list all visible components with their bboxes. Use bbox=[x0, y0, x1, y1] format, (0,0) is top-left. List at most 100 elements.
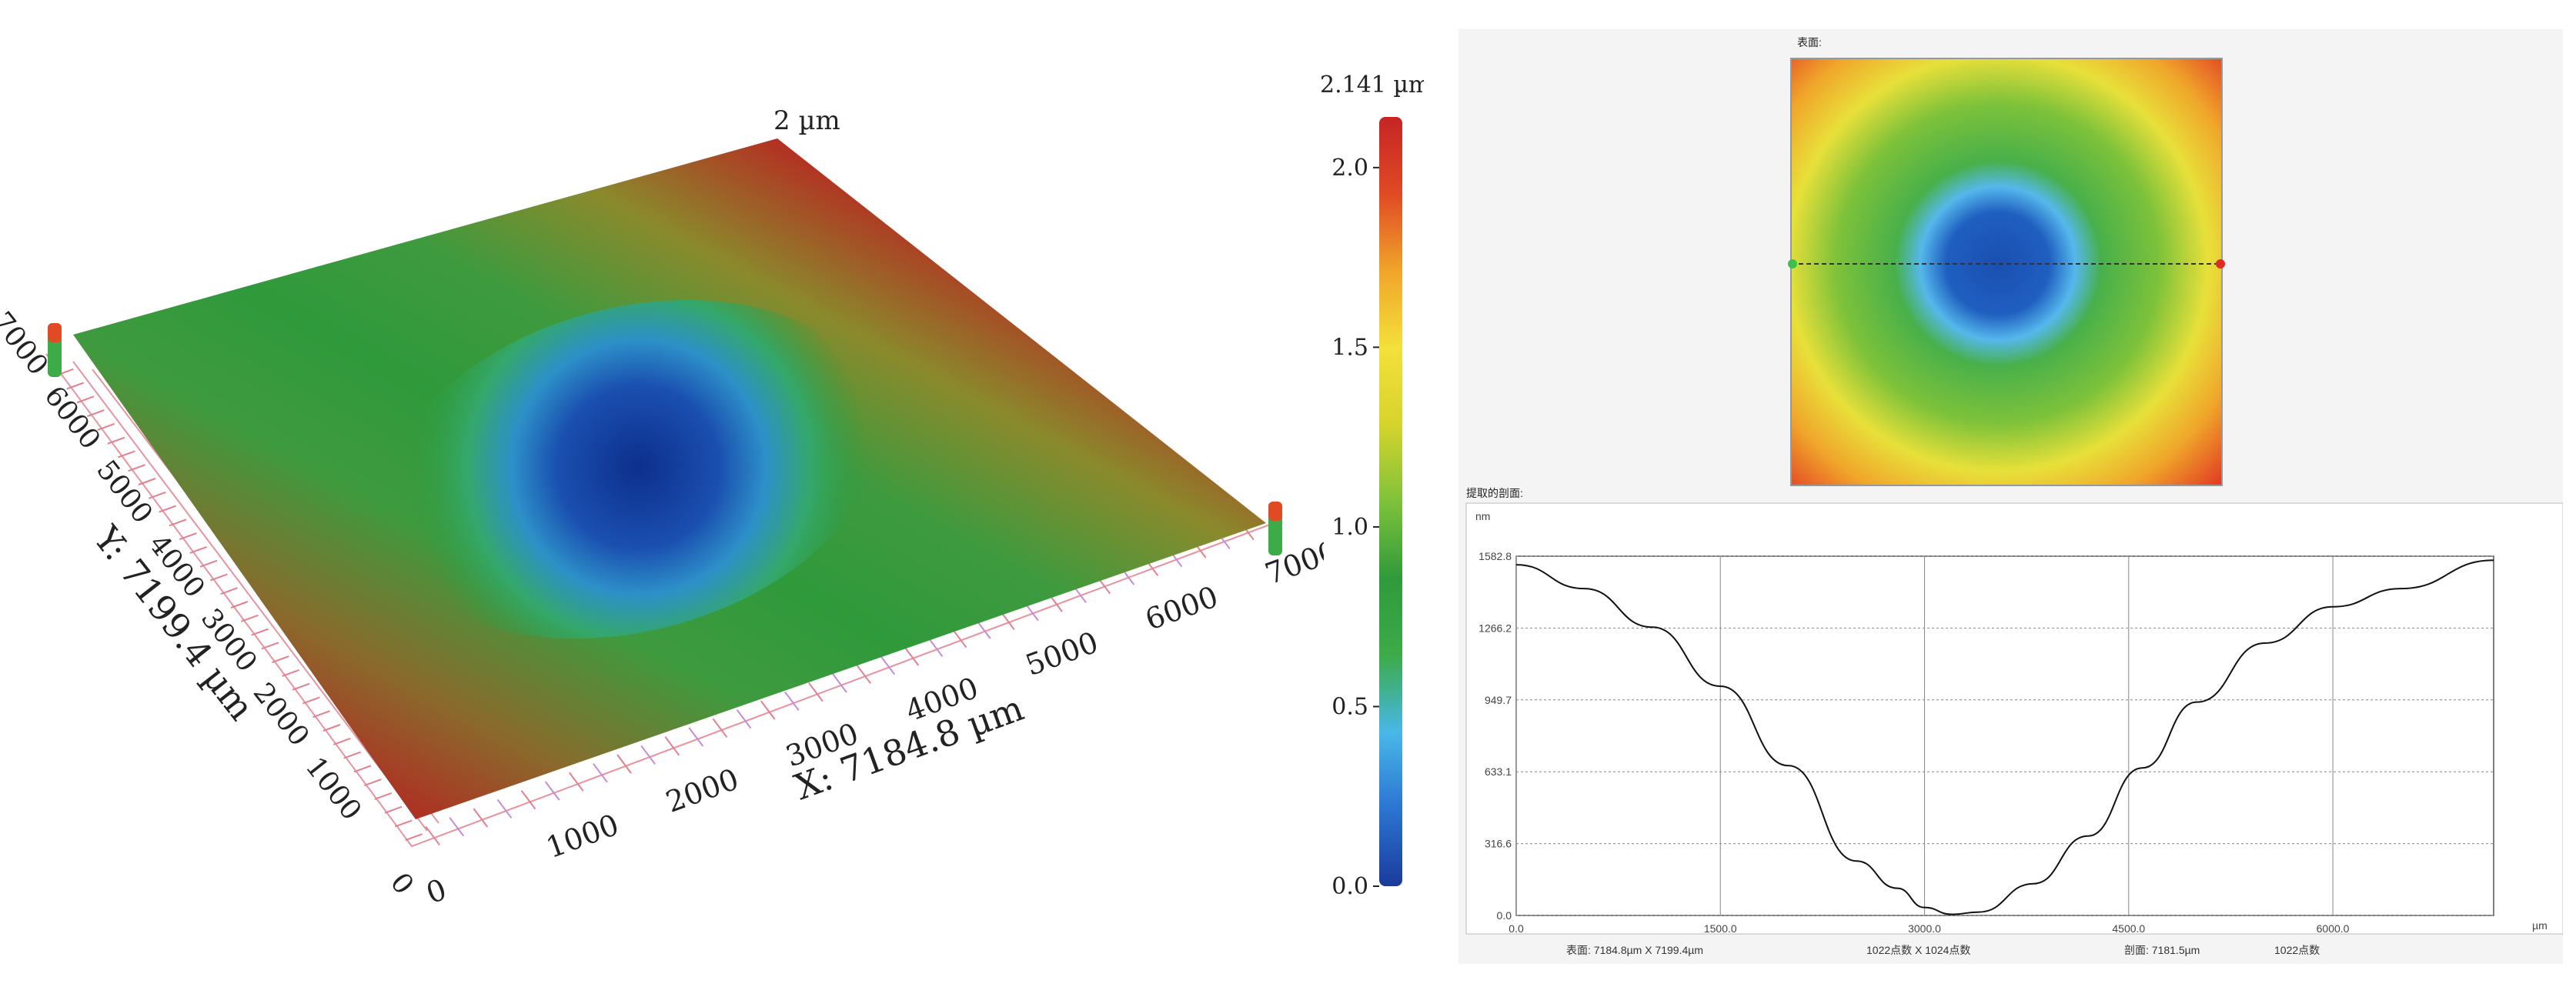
colorbar-ticks: 0.0 0.5 1.0 1.5 2.0 bbox=[1331, 155, 1379, 900]
surface-3d-plot: 2 µm X: 7184.8 µm Y: 7199.4 µm 010002000… bbox=[0, 105, 1324, 911]
profile-footer: 表面: 7184.8µm X 7199.4µm 1022点数 X 1024点数 剖面… bbox=[1566, 944, 2320, 956]
floor-line-y bbox=[97, 422, 115, 431]
profile-chart: 提取的剖面: nm µm 1582.8 1266.2 949.7 633.1 316.6… bbox=[1465, 487, 2563, 956]
floor-line-y bbox=[169, 519, 187, 527]
floor-line-x bbox=[880, 655, 896, 675]
colorbar-tick-label: 0.0 bbox=[1331, 873, 1368, 900]
x-tick-label: 0 bbox=[422, 872, 451, 911]
floor-line-y bbox=[384, 805, 403, 814]
surface-top-view: 表面: bbox=[1788, 36, 2225, 486]
floor-line-x bbox=[832, 673, 847, 693]
floor-line-y bbox=[322, 724, 341, 732]
profile-y-tick: 1582.8 bbox=[1478, 550, 1512, 562]
floor-line-y bbox=[282, 669, 300, 677]
floor-line-y bbox=[353, 765, 372, 773]
floor-line-y bbox=[189, 545, 208, 554]
floor-line-y bbox=[148, 491, 166, 499]
profile-footer-text: 剖面: 7181.5µm bbox=[2124, 944, 2200, 956]
floor-line-y bbox=[312, 710, 331, 719]
profile-footer-text: 表面: 7184.8µm X 7199.4µm bbox=[1566, 944, 1703, 956]
colorbar-tick-label: 1.0 bbox=[1331, 514, 1368, 541]
profile-x-ticks: 0.0 1500.0 3000.0 4500.0 6000.0 bbox=[1509, 922, 2349, 935]
profile-y-tick: 1266.2 bbox=[1478, 622, 1512, 634]
profile-x-tick: 4500.0 bbox=[2112, 922, 2145, 935]
floor-line-y bbox=[374, 792, 393, 800]
profile-y-tick: 0.0 bbox=[1497, 909, 1512, 922]
floor-line-x bbox=[951, 629, 967, 649]
profile-y-tick: 316.6 bbox=[1485, 838, 1512, 850]
y-tick-label: 2000 bbox=[247, 677, 316, 752]
pit-region bbox=[382, 299, 880, 639]
colorbar-max-label: 2.141 µm bbox=[1320, 72, 1424, 98]
y-tick-label: 1000 bbox=[299, 752, 368, 826]
floor-line-y bbox=[220, 587, 239, 595]
floor-line-y bbox=[363, 779, 382, 787]
floor-line-y bbox=[405, 833, 423, 842]
floor-line-y bbox=[179, 532, 197, 541]
floor-line-x bbox=[544, 781, 560, 801]
floor-line-x bbox=[760, 700, 776, 720]
floor-line-y bbox=[159, 505, 177, 513]
floor-line-y bbox=[271, 655, 289, 664]
corner-post-left bbox=[48, 323, 62, 377]
profile-y-unit: nm bbox=[1475, 510, 1490, 522]
colorbar-tick-label: 2.0 bbox=[1331, 155, 1368, 182]
profile-footer-text: 1022点数 X 1024点数 bbox=[1866, 944, 1970, 956]
floor-line-y bbox=[261, 642, 279, 650]
floor-line-x bbox=[616, 754, 632, 774]
corner-post-right bbox=[1268, 502, 1282, 555]
profile-x-tick: 0.0 bbox=[1509, 922, 1524, 935]
profile-footer-text: 1022点数 bbox=[2274, 944, 2320, 956]
floor-line-x bbox=[473, 808, 489, 828]
profile-grid bbox=[1515, 555, 2494, 916]
profile-plot-area bbox=[1465, 502, 2563, 935]
floor-line-x bbox=[640, 745, 656, 765]
floor-line-y bbox=[117, 450, 135, 458]
floor-line-y bbox=[199, 559, 218, 568]
analysis-panel: 表面: 提取的剖面: nm µm 1582.8 1266.2 949.7 633.1 3… bbox=[1458, 29, 2563, 964]
floor-line-y bbox=[343, 751, 362, 759]
floor-line-x bbox=[520, 790, 536, 810]
profile-x-tick: 6000.0 bbox=[2317, 922, 2350, 935]
z-axis-label: 2 µm bbox=[773, 105, 840, 136]
surface-map bbox=[1790, 58, 2223, 486]
floor-line-x bbox=[712, 718, 728, 738]
floor-line-y bbox=[86, 409, 105, 418]
profile-series-line bbox=[1515, 559, 2494, 915]
floor-line-y bbox=[107, 436, 125, 445]
floor-line-y bbox=[394, 819, 413, 828]
x-tick-label: 1000 bbox=[542, 808, 623, 865]
profile-y-ticks: 1582.8 1266.2 949.7 633.1 316.6 0.0 bbox=[1478, 550, 1512, 922]
x-tick-label: 5000 bbox=[1021, 625, 1103, 682]
floor-line-y bbox=[292, 682, 310, 691]
profile-x-tick: 3000.0 bbox=[1908, 922, 1941, 935]
floor-line-y bbox=[66, 382, 85, 390]
floor-line-x bbox=[808, 682, 824, 702]
floor-line-x bbox=[927, 637, 944, 657]
profile-y-tick: 949.7 bbox=[1485, 694, 1512, 706]
floor-line-y bbox=[302, 696, 320, 705]
x-tick-label: 2000 bbox=[661, 762, 743, 819]
colorbar: 2.141 µm 0.0 0.5 1.0 1.5 2.0 bbox=[1320, 72, 1424, 900]
floor-line-y bbox=[128, 464, 146, 472]
colorbar-gradient bbox=[1379, 117, 1402, 886]
floor-line-x bbox=[449, 817, 465, 837]
profile-y-tick: 633.1 bbox=[1485, 765, 1512, 778]
floor-line-x bbox=[593, 763, 608, 783]
profile-end-handle[interactable] bbox=[2216, 259, 2225, 268]
y-tick-label: 0 bbox=[384, 867, 419, 900]
floor-line-y bbox=[138, 478, 156, 485]
floor-line-y bbox=[251, 628, 269, 636]
floor-line-x bbox=[736, 709, 752, 729]
profile-x-tick: 1500.0 bbox=[1704, 922, 1737, 935]
profile-start-handle[interactable] bbox=[1788, 259, 1797, 268]
profile-x-unit: µm bbox=[2532, 919, 2548, 932]
floor-line-y bbox=[230, 601, 249, 609]
floor-line-x bbox=[904, 646, 920, 666]
floor-line-y bbox=[332, 737, 351, 745]
floor-line-x bbox=[568, 772, 584, 792]
floor-line-x bbox=[783, 691, 800, 711]
floor-line-x bbox=[425, 825, 440, 845]
surface-title: 表面: bbox=[1797, 36, 1822, 48]
profile-title: 提取的剖面: bbox=[1466, 487, 1523, 499]
